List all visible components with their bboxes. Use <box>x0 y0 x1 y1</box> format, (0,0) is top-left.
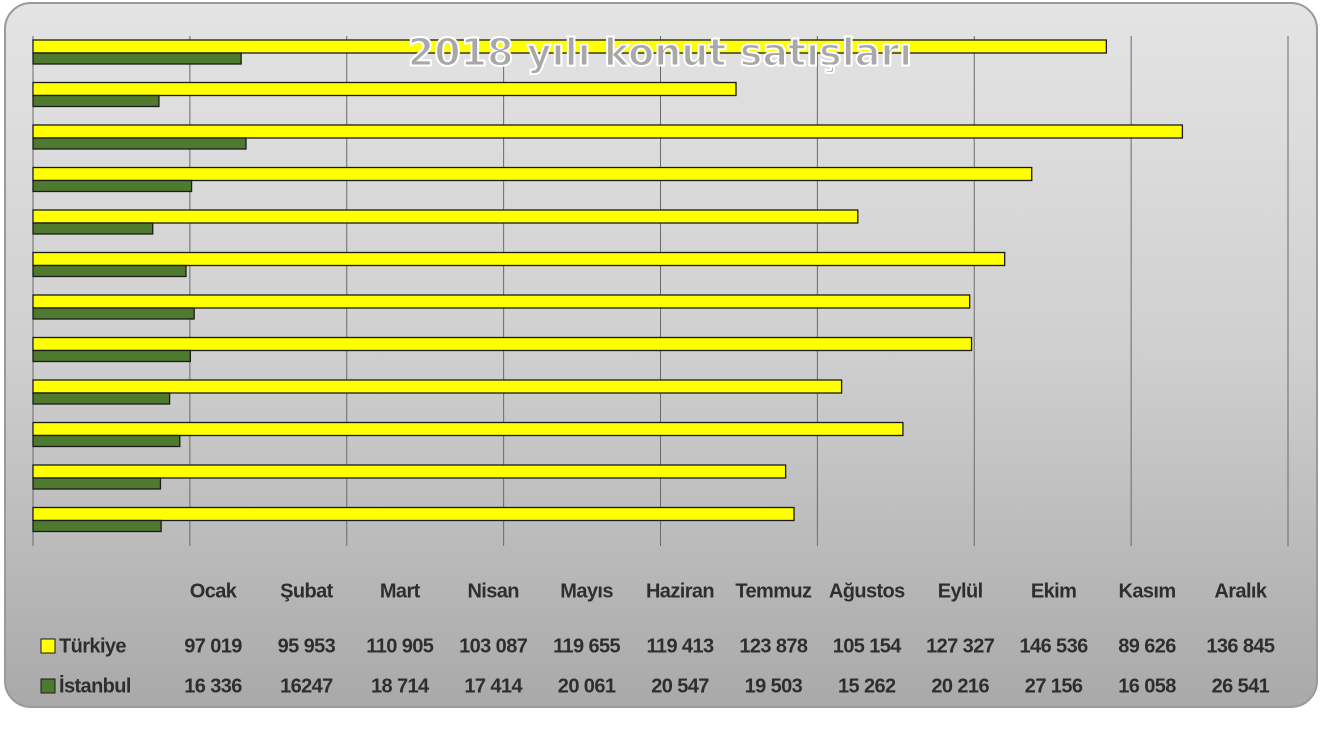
category-label: Eylül <box>938 580 983 602</box>
table-value: 26 541 <box>1212 675 1270 697</box>
table-value: 89 626 <box>1118 635 1176 657</box>
table-value: 95 953 <box>278 635 336 657</box>
category-label: Haziran <box>646 580 714 602</box>
bar <box>33 210 858 223</box>
legend-label: Türkiye <box>59 635 126 657</box>
table-value: 19 503 <box>745 675 803 697</box>
category-label: Mart <box>380 580 421 602</box>
bar <box>33 168 1032 181</box>
table-value: 127 327 <box>926 635 995 657</box>
chart-title: 2018 yılı konut satışları <box>408 31 912 75</box>
category-label: Temmuz <box>735 580 812 602</box>
table-value: 27 156 <box>1025 675 1083 697</box>
bar <box>33 308 194 319</box>
legend-key <box>41 639 55 653</box>
category-label: Ekim <box>1031 580 1076 602</box>
table-value: 16 058 <box>1118 675 1176 697</box>
bar <box>33 138 246 149</box>
bar <box>33 53 241 64</box>
table-value: 97 019 <box>184 635 242 657</box>
bar <box>33 478 160 489</box>
legend-label: İstanbul <box>59 674 131 697</box>
bar <box>33 125 1182 138</box>
table-value: 119 413 <box>647 635 714 657</box>
legend-key <box>41 679 55 693</box>
category-label: Ocak <box>190 580 238 602</box>
bar <box>33 465 786 478</box>
bar <box>33 508 794 521</box>
table-value: 110 905 <box>366 635 433 657</box>
category-label: Ağustos <box>829 580 905 602</box>
bar <box>33 223 153 234</box>
bar <box>33 351 190 362</box>
bar <box>33 338 972 351</box>
bar <box>33 521 161 532</box>
table-value: 18 714 <box>371 675 430 697</box>
table-value: 15 262 <box>838 675 896 697</box>
table-value: 119 655 <box>553 635 620 657</box>
bar <box>33 380 842 393</box>
table-value: 17 414 <box>464 675 523 697</box>
table-value: 105 154 <box>833 635 903 657</box>
table-value: 20 216 <box>931 675 989 697</box>
bar <box>33 393 170 404</box>
table-value: 16247 <box>280 675 333 697</box>
table-value: 16 336 <box>184 675 242 697</box>
bar <box>33 266 186 277</box>
bar <box>33 295 970 308</box>
bar <box>33 181 192 192</box>
bar <box>33 423 903 436</box>
bar <box>33 96 159 107</box>
category-label: Kasım <box>1118 580 1175 602</box>
bar <box>33 253 1005 266</box>
category-label: Şubat <box>280 580 333 602</box>
table-value: 146 536 <box>1020 635 1089 657</box>
bar <box>33 83 736 96</box>
chart: 2018 yılı konut satışları Ocak Şubat Mart N… <box>0 0 1328 737</box>
table-value: 103 087 <box>459 635 528 657</box>
category-label: Aralık <box>1214 580 1267 602</box>
category-label: Mayıs <box>560 580 613 602</box>
table-value: 20 547 <box>651 675 709 697</box>
bar <box>33 436 180 447</box>
table-value: 20 061 <box>558 675 616 697</box>
table-value: 123 878 <box>739 635 808 657</box>
category-label: Nisan <box>467 580 518 602</box>
table-value: 136 845 <box>1206 635 1275 657</box>
